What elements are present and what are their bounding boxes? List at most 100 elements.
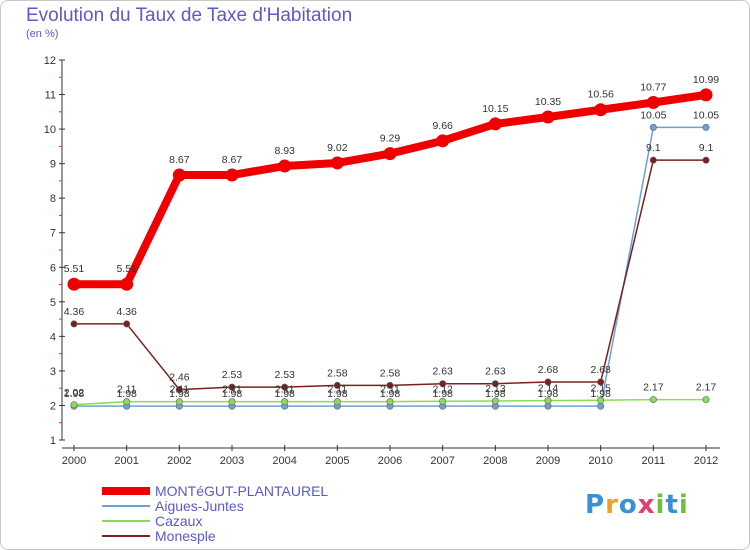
data-label: 2.46 [169,372,190,384]
data-label: 2.68 [538,364,559,376]
data-label: 2.11 [169,384,189,396]
data-label: 10.05 [640,109,666,121]
data-point [649,123,657,131]
data-label: 8.93 [274,145,295,157]
x-tick-label: 2010 [588,455,612,467]
data-point [649,156,657,164]
data-label: 9.29 [380,133,401,145]
y-tick-label: 1 [50,435,56,447]
data-label: 10.35 [535,96,561,108]
data-point [172,168,186,182]
data-point [646,95,660,109]
y-tick-label: 3 [50,366,56,378]
data-label: 9.1 [646,142,661,154]
data-label: 2.15 [590,382,611,394]
data-point [541,110,555,124]
legend: MONTéGUT-PLANTAURELAigues-JuntesCazauxMo… [102,483,328,544]
data-label: 9.1 [699,142,714,154]
legend-label: Aigues-Juntes [155,498,244,514]
data-point [70,320,78,328]
data-point [281,383,289,391]
legend-label: MONTéGUT-PLANTAUREL [155,483,328,499]
series-line-0 [74,90,707,289]
x-tick-label: 2009 [536,455,560,467]
data-point [597,378,605,386]
series-line-1 [74,126,706,407]
data-label: 8.67 [169,154,190,166]
data-label: 2.11 [222,384,242,396]
data-point [123,320,131,328]
data-label: 2.53 [274,369,295,381]
x-tick-label: 2002 [167,455,191,467]
x-tick-label: 2012 [694,455,718,467]
y-tick-label: 11 [45,90,56,102]
y-tick-label: 4 [50,331,56,343]
data-point [699,88,713,102]
y-tick-label: 7 [50,228,56,240]
data-label: 2.11 [327,384,347,396]
data-label: 8.67 [222,154,243,166]
data-point [597,396,605,404]
data-point [383,147,397,161]
x-tick-label: 2008 [483,455,507,467]
chart-title: Evolution du Taux de Taxe d'Habitation [26,5,353,26]
data-label: 2.68 [590,364,611,376]
data-point [225,168,239,182]
data-point [439,380,447,388]
y-tick-label: 12 [44,55,56,67]
data-label: 1.98 [590,388,611,400]
data-point [281,398,289,406]
y-tick-label: 8 [50,193,56,205]
data-label: 1.98 [64,388,85,400]
y-tick-label: 9 [50,159,56,171]
data-label: 5.51 [116,263,137,275]
data-point [228,398,236,406]
y-tick-label: 10 [44,124,56,136]
data-point [386,381,394,389]
data-label: 10.99 [693,74,719,86]
chart-subtitle: (en %) [26,28,59,40]
data-point [488,117,502,131]
y-tick-label: 6 [50,262,56,274]
data-label: 2.11 [275,384,295,396]
data-label: 10.77 [640,81,666,93]
data-label: 2.13 [485,383,506,395]
data-point [123,398,131,406]
data-point [544,397,552,405]
data-label: 1.98 [327,388,348,400]
data-label: 9.66 [432,120,453,132]
data-point [702,156,710,164]
data-label: 10.56 [588,89,614,101]
x-tick-label: 2000 [62,455,86,467]
data-point [120,277,134,291]
data-label: 5.51 [64,263,85,275]
data-point [330,156,344,170]
data-point [67,277,81,291]
data-label: 1.98 [116,388,137,400]
data-point [702,396,710,404]
data-point [386,398,394,406]
data-point [333,398,341,406]
data-label: 1.98 [485,388,506,400]
data-point [702,123,710,131]
data-label: 2.58 [327,367,348,379]
data-point [649,396,657,404]
data-point [436,134,450,148]
data-label: 2.11 [380,384,400,396]
data-label: 1.98 [222,388,243,400]
data-point [439,397,447,405]
data-point [597,402,605,410]
data-point [491,397,499,405]
data-point [594,103,608,117]
x-tick-label: 2004 [272,455,296,467]
x-tick-label: 2001 [114,455,138,467]
data-label: 2.63 [432,366,453,378]
data-label: 2.17 [696,382,717,394]
y-tick-label: 5 [50,297,56,309]
data-label: 4.36 [116,306,137,318]
data-label: 2.53 [222,369,243,381]
x-tick-label: 2007 [430,455,454,467]
x-tick-label: 2006 [378,455,402,467]
